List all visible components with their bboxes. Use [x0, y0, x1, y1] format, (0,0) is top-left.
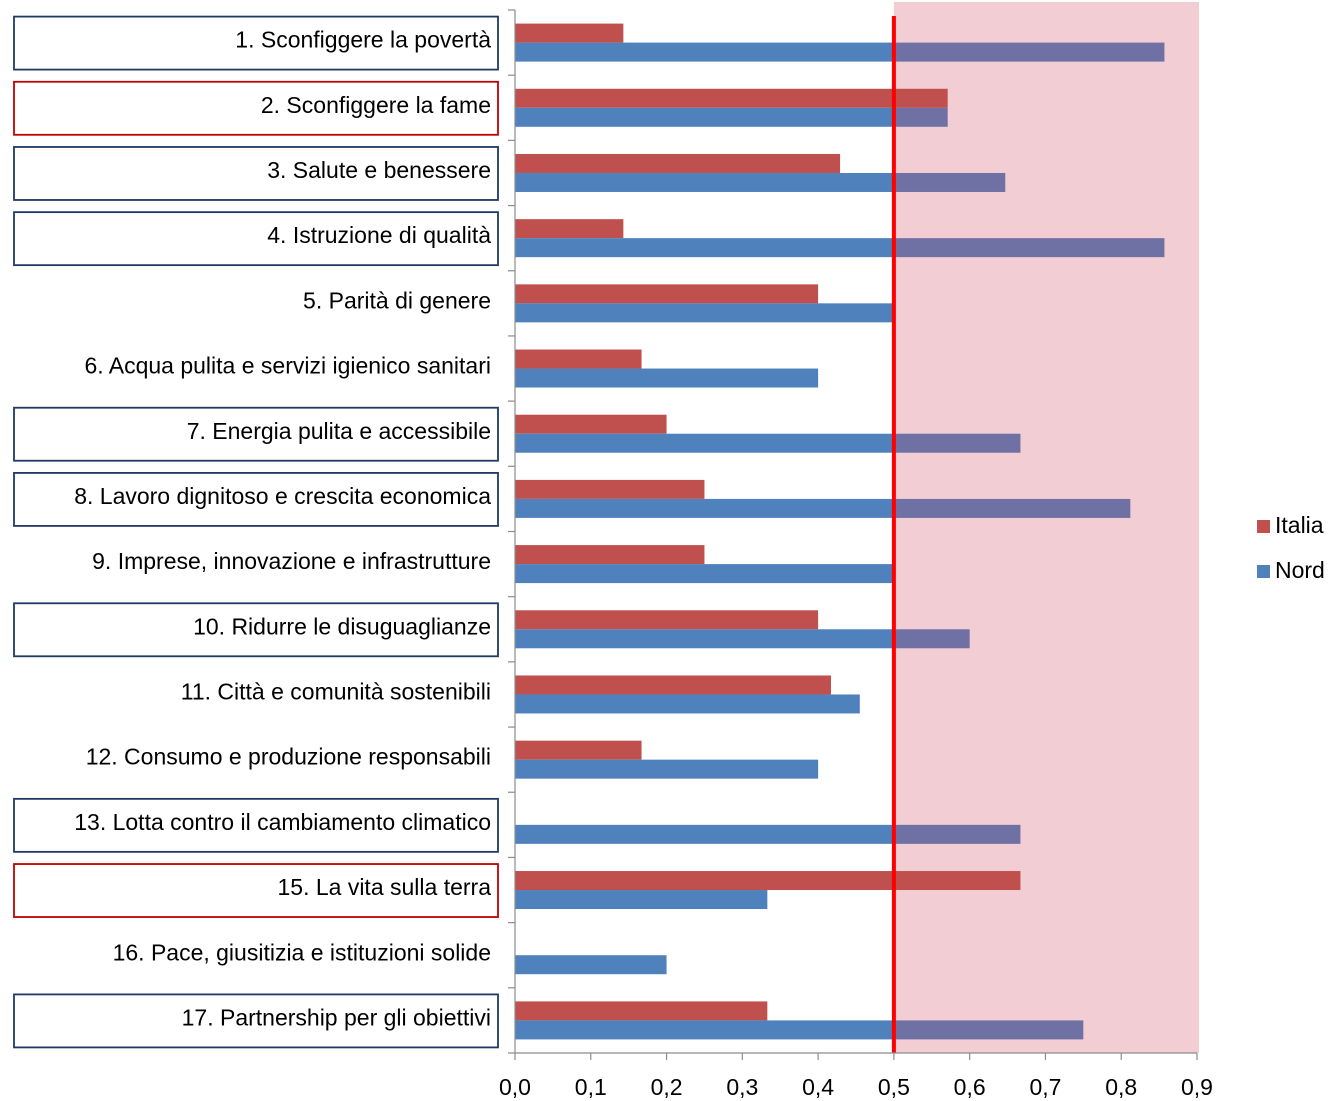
category-label-8: 8. Lavoro dignitoso e crescita economica [74, 483, 491, 509]
category-label-4: 4. Istruzione di qualità [267, 222, 491, 248]
bar-nord-over-8 [893, 498, 1131, 518]
bar-italia-3 [515, 153, 841, 173]
bar-nord-over-13 [893, 824, 1021, 844]
bar-italia-16 [515, 1001, 768, 1021]
legend-swatch-italia [1257, 520, 1270, 533]
bar-nord-13 [515, 824, 894, 844]
category-label-7: 7. Energia pulita e accessibile [187, 418, 491, 444]
x-tick-label: 0,8 [1105, 1074, 1137, 1100]
bar-nord-14 [515, 890, 768, 910]
bar-italia-1 [515, 23, 624, 43]
bar-nord-12 [515, 759, 819, 779]
bar-nord-2 [515, 107, 894, 127]
bar-italia-9 [515, 545, 705, 565]
bar-nord-5 [515, 303, 894, 323]
bar-nord-16 [515, 1020, 894, 1040]
bar-nord-3 [515, 172, 894, 192]
bar-italia-4 [515, 219, 624, 239]
category-label-12: 12. Consumo e produzione responsabili [86, 744, 491, 770]
category-label-2: 2. Sconfiggere la fame [261, 92, 491, 118]
x-tick-label: 0,9 [1181, 1074, 1213, 1100]
bar-italia-6 [515, 349, 642, 369]
bar-nord-over-4 [893, 238, 1165, 258]
x-tick-label: 0,7 [1029, 1074, 1061, 1100]
category-box-1 [13, 15, 499, 71]
bar-italia-2 [515, 88, 894, 108]
category-label-14: 15. La vita sulla terra [277, 874, 491, 900]
category-box-3 [13, 146, 499, 201]
bar-nord-over-10 [893, 629, 970, 649]
bar-italia-11 [515, 675, 831, 695]
bar-nord-10 [515, 629, 894, 649]
category-box-2 [13, 80, 499, 136]
bar-italia-8 [515, 479, 705, 499]
bar-italia-over-2 [893, 88, 948, 108]
category-label-10: 10. Ridurre le disuguaglianze [193, 613, 491, 639]
category-label-5: 5. Parità di genere [303, 287, 491, 313]
bar-nord-6 [515, 368, 819, 388]
legend-swatch-nord [1257, 565, 1270, 578]
x-tick-label: 0,0 [499, 1074, 531, 1100]
legend-label-nord: Nord [1275, 557, 1325, 583]
legend-label-italia: Italia [1275, 512, 1324, 538]
bar-italia-10 [515, 610, 819, 630]
category-label-13: 13. Lotta contro il cambiamento climatic… [74, 809, 491, 835]
x-tick-label: 0,3 [726, 1074, 758, 1100]
bar-nord-over-7 [893, 433, 1021, 453]
x-tick-label: 0,4 [802, 1074, 834, 1100]
bar-italia-14 [515, 871, 894, 891]
category-box-8 [13, 472, 499, 527]
category-box-16 [13, 993, 499, 1049]
bar-nord-over-3 [893, 172, 1006, 192]
x-tick-label: 0,1 [575, 1074, 607, 1100]
category-label-3: 3. Salute e benessere [267, 157, 491, 183]
category-label-9: 9. Imprese, innovazione e infrastrutture [92, 548, 491, 574]
bar-italia-5 [515, 284, 819, 304]
bar-nord-1 [515, 42, 894, 62]
category-box-10 [13, 602, 499, 658]
category-box-13 [13, 797, 499, 853]
bar-nord-over-1 [893, 42, 1165, 62]
bar-nord-over-2 [893, 107, 948, 127]
bar-italia-7 [515, 414, 667, 434]
bar-nord-9 [515, 564, 894, 584]
x-tick-label: 0,6 [954, 1074, 986, 1100]
bar-italia-over-14 [893, 871, 1021, 891]
category-label-1: 1. Sconfiggere la povertà [235, 27, 491, 53]
bar-nord-11 [515, 694, 860, 714]
bar-nord-4 [515, 238, 894, 258]
bar-nord-over-16 [893, 1020, 1084, 1040]
category-label-11: 11. Città e comunità sostenibili [181, 679, 491, 705]
bar-italia-12 [515, 740, 642, 760]
bar-nord-7 [515, 433, 894, 453]
category-box-4 [13, 211, 499, 267]
category-label-16: 17. Partnership per gli obiettivi [182, 1004, 491, 1030]
highlight-region [893, 2, 1199, 1053]
bar-nord-8 [515, 498, 894, 518]
x-tick-label: 0,2 [651, 1074, 683, 1100]
category-box-7 [13, 406, 499, 462]
x-tick-label: 0,5 [878, 1074, 910, 1100]
category-label-6: 6. Acqua pulita e servizi igienico sanit… [84, 353, 491, 379]
category-box-14 [13, 863, 499, 918]
category-label-15: 16. Pace, giusitizia e istituzioni solid… [113, 939, 491, 965]
bar-nord-15 [515, 955, 667, 975]
